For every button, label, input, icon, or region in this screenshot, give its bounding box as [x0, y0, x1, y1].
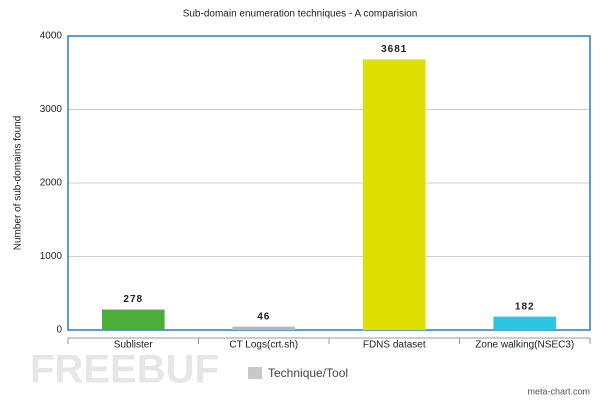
plot-border: [67, 35, 591, 331]
credit: meta-chart.com: [527, 386, 590, 396]
watermark: FREEBUF: [30, 348, 219, 392]
bar: [493, 316, 557, 330]
legend-label: Technique/Tool: [268, 366, 348, 380]
x-tick-label: CT Logs(crt.sh): [229, 340, 298, 351]
data-label: 278: [123, 294, 143, 305]
x-tick-label: Zone walking(NSEC3): [475, 340, 574, 351]
y-tick-label: 1000: [40, 251, 63, 262]
y-axis-title: Number of sub-domains found: [13, 116, 24, 251]
bar: [362, 59, 426, 330]
y-tick-label: 0: [56, 325, 62, 336]
x-tick-label: Sublister: [114, 340, 154, 351]
bar: [101, 309, 165, 330]
data-label: 3681: [381, 44, 407, 55]
data-label: 182: [515, 301, 535, 312]
bar: [232, 326, 296, 330]
y-tick-label: 2000: [40, 178, 63, 189]
x-tick-label: FDNS dataset: [363, 340, 426, 351]
chart-title: Sub-domain enumeration techniques - A co…: [183, 9, 418, 20]
y-tick-label: 3000: [40, 104, 63, 115]
legend-swatch: [248, 367, 262, 379]
data-label: 46: [257, 311, 270, 322]
y-tick-label: 4000: [40, 31, 63, 42]
